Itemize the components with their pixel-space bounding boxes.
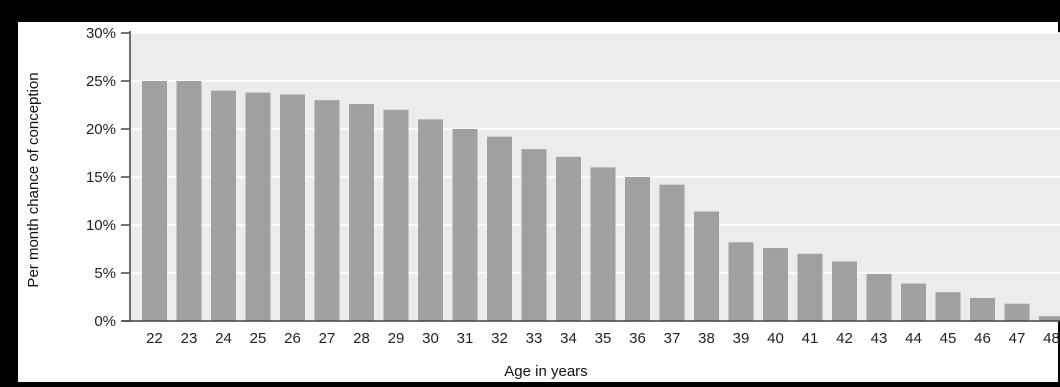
bar-43 [866,273,892,321]
bar-39 [728,242,754,321]
x-tick-label: 33 [526,330,543,347]
x-axis-title: Age in years [504,363,587,380]
y-tick-label: 30% [86,25,116,42]
x-tick-label: 35 [595,330,612,347]
bar-24 [211,90,236,321]
y-axis-title: Per month chance of conception [25,72,42,287]
y-tick-label: 10% [86,217,116,234]
bar-26 [280,94,305,321]
x-tick-label: 42 [836,330,853,347]
x-tick-label: 32 [491,330,508,347]
x-tick-label: 47 [1009,330,1026,347]
bar-40 [763,248,788,321]
y-tick-label: 0% [94,313,116,330]
x-tick-label: 36 [629,330,646,347]
x-tick-label: 25 [250,330,267,347]
bar-46 [970,297,995,321]
axes [121,31,1060,322]
x-tick-label: 29 [388,330,405,347]
bar-38 [694,211,719,321]
bar-33 [521,149,547,321]
x-tick-label: 41 [802,330,819,347]
bar-32 [487,136,512,321]
bar-28 [349,104,374,321]
bar-47 [1004,303,1030,321]
x-tick-label: 26 [284,330,301,347]
bar-29 [383,109,409,321]
bar-35 [590,167,616,321]
y-tick-labels: 0% 5% 10% 15% 20% 25% 30% [86,25,116,330]
x-tick-label: 31 [457,330,474,347]
x-tick-label: 43 [871,330,888,347]
y-tick-label: 25% [86,73,116,90]
bar-45 [935,292,961,321]
bar-22 [142,81,167,321]
y-tick-label: 20% [86,121,116,138]
x-tick-label: 27 [319,330,336,347]
x-tick-label: 23 [181,330,198,347]
y-tick-label: 5% [94,265,116,282]
x-tick-label: 24 [215,330,232,347]
x-tick-label: 44 [905,330,922,347]
bar-34 [556,156,581,321]
bar-37 [659,184,685,321]
bar-41 [797,253,823,321]
bars [142,81,1060,322]
bar-23 [176,81,202,321]
x-tick-labels: 22 23 24 25 26 27 28 29 30 31 32 33 34 35 36 37 38 39 40 41… [146,330,1060,347]
x-tick-label: 37 [664,330,681,347]
x-tick-label: 46 [974,330,991,347]
x-tick-label: 34 [560,330,577,347]
x-tick-label: 40 [767,330,784,347]
y-tick-label: 15% [86,169,116,186]
bar-25 [245,92,271,322]
bar-31 [452,129,478,321]
x-tick-label: 28 [353,330,370,347]
x-tick-label: 45 [940,330,957,347]
bar-36 [625,177,650,321]
bar-42 [832,261,857,321]
bar-30 [418,119,443,322]
x-tick-label: 39 [733,330,750,347]
bar-27 [314,100,340,321]
bar-44 [901,283,926,321]
x-tick-label: 48 [1043,330,1060,347]
bar-48 [1039,316,1060,321]
x-tick-label: 30 [422,330,439,347]
x-tick-label: 22 [146,330,163,347]
x-tick-label: 38 [698,330,715,347]
